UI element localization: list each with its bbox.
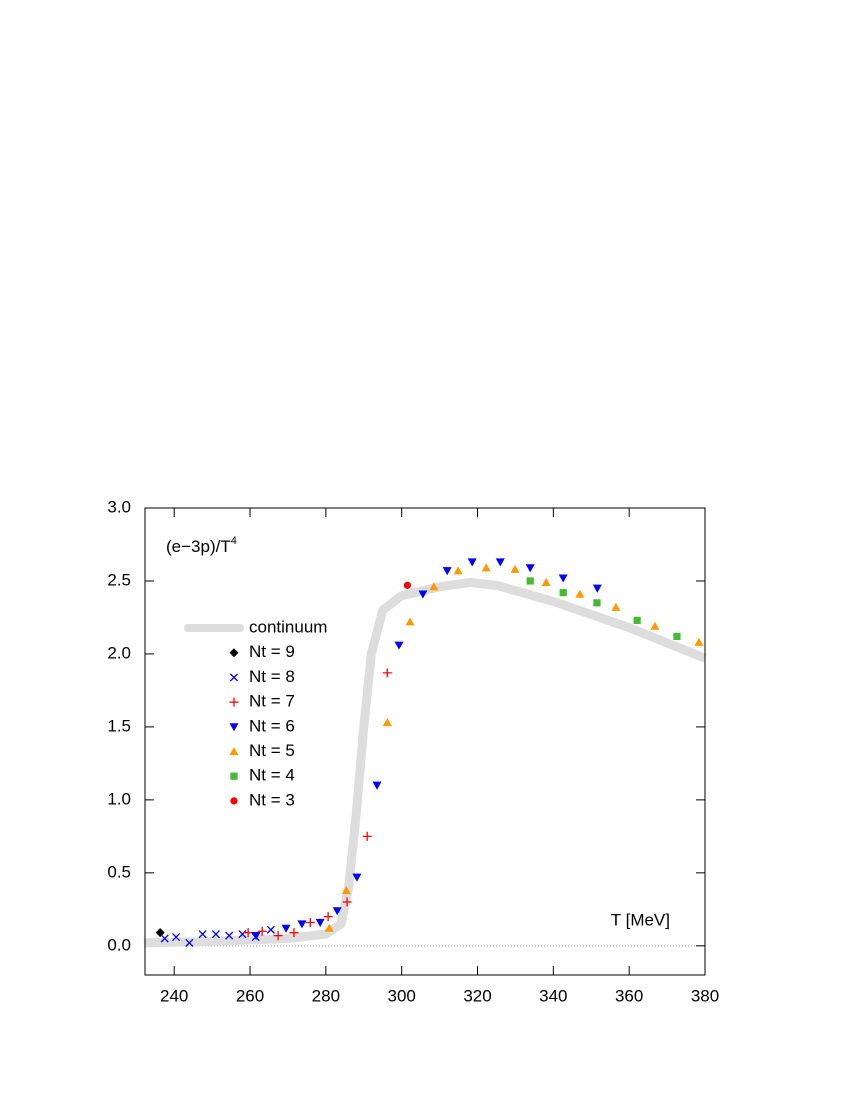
- marker: [238, 930, 247, 939]
- marker: [225, 931, 234, 940]
- legend-label: Nt = 7: [249, 692, 295, 711]
- marker: [559, 589, 567, 597]
- marker: [332, 907, 342, 916]
- marker: [593, 599, 601, 607]
- y-tick-label: 2.5: [107, 570, 131, 589]
- marker: [266, 925, 275, 934]
- marker: [495, 558, 505, 567]
- marker: [453, 566, 463, 575]
- legend-label: Nt = 3: [249, 790, 295, 809]
- marker: [510, 564, 520, 573]
- marker: [558, 574, 568, 583]
- legend-marker: [229, 648, 239, 658]
- marker: [541, 577, 551, 587]
- continuum-line: [143, 577, 707, 948]
- x-axis-label: T [MeV]: [611, 910, 670, 929]
- y-label-text: (e−3p)/T: [166, 537, 231, 556]
- y-tick-label: 0.5: [107, 862, 131, 881]
- marker: [382, 668, 392, 678]
- marker: [323, 912, 333, 922]
- y-axis-label: (e−3p)/T4: [166, 535, 237, 557]
- marker: [257, 926, 267, 936]
- marker: [429, 582, 439, 591]
- marker: [673, 632, 681, 641]
- marker: [575, 589, 585, 598]
- marker: [185, 938, 194, 947]
- marker: [611, 602, 621, 611]
- x-tick-label: 380: [691, 986, 719, 1005]
- marker: [273, 931, 283, 941]
- marker: [405, 617, 415, 626]
- marker: [342, 897, 352, 907]
- marker: [442, 567, 452, 576]
- marker: [352, 873, 362, 882]
- marker: [633, 616, 641, 624]
- marker: [305, 917, 315, 927]
- marker: [211, 930, 220, 939]
- marker: [481, 563, 491, 572]
- marker: [394, 641, 404, 650]
- x-tick-label: 240: [160, 986, 188, 1005]
- marker: [160, 934, 169, 943]
- marker: [324, 923, 334, 932]
- marker: [297, 920, 307, 929]
- x-tick-label: 260: [236, 986, 264, 1005]
- marker: [172, 932, 181, 942]
- marker: [467, 558, 477, 567]
- y-tick-label: 2.0: [107, 643, 131, 662]
- marker: [341, 885, 351, 894]
- legend-label: Nt = 4: [249, 766, 295, 785]
- x-tick-label: 280: [312, 986, 340, 1005]
- legend-marker: [229, 723, 239, 732]
- x-tick-label: 360: [615, 986, 643, 1005]
- legend-marker: [229, 747, 239, 756]
- legend-marker: [230, 797, 238, 805]
- marker: [382, 718, 392, 727]
- legend-marker: [229, 697, 239, 707]
- marker: [362, 831, 372, 841]
- marker: [289, 928, 299, 938]
- marker: [251, 931, 261, 941]
- legend-marker: [229, 673, 239, 682]
- marker: [198, 930, 207, 939]
- legend-label: Nt = 5: [249, 741, 295, 760]
- x-tick-label: 340: [539, 986, 567, 1005]
- legend-marker: [230, 772, 238, 780]
- marker: [418, 590, 428, 599]
- legend-label: Nt = 9: [249, 642, 295, 661]
- marker: [403, 581, 411, 589]
- marker: [650, 621, 660, 630]
- marker: [372, 781, 382, 790]
- marker: [592, 584, 602, 593]
- marker: [315, 918, 325, 927]
- y-tick-label: 1.5: [107, 716, 131, 735]
- y-tick-label: 0.0: [107, 935, 131, 954]
- legend-label: continuum: [249, 617, 327, 636]
- plot-frame: [144, 507, 706, 976]
- marker: [525, 564, 535, 573]
- y-label-exponent: 4: [231, 535, 237, 547]
- legend-label: Nt = 6: [249, 716, 295, 735]
- x-tick-label: 300: [387, 986, 415, 1005]
- y-tick-label: 3.0: [107, 497, 131, 516]
- marker: [243, 928, 253, 938]
- marker: [694, 637, 704, 646]
- marker: [155, 928, 165, 938]
- marker: [526, 577, 534, 585]
- y-tick-label: 1.0: [107, 789, 131, 808]
- x-tick-label: 320: [463, 986, 491, 1005]
- marker: [281, 924, 291, 933]
- legend-label: Nt = 8: [249, 667, 295, 686]
